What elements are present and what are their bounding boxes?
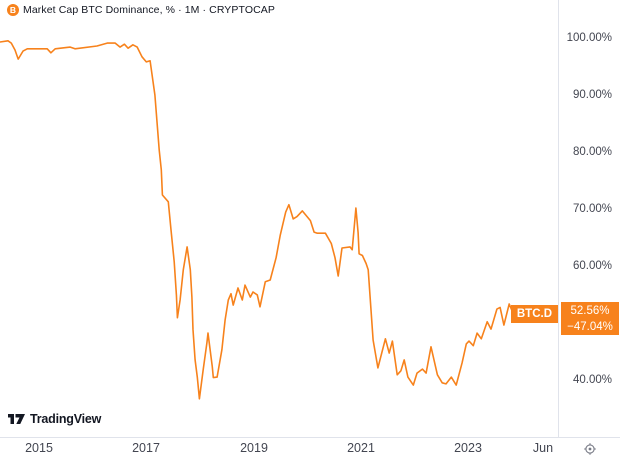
price-scale-border xyxy=(558,0,559,437)
price-label-value: 52.56% xyxy=(570,305,610,317)
time-tick-label: Jun xyxy=(532,441,554,455)
time-tick-label: 2021 xyxy=(347,441,375,455)
time-tick-label: 2017 xyxy=(132,441,160,455)
price-tick-label: 90.00% xyxy=(572,89,612,101)
bitcoin-icon: B xyxy=(7,4,19,16)
price-scale[interactable]: 52.56% −47.04% 100.00% 90.00% 80.00% 70.00%… xyxy=(559,0,620,437)
symbol-title: Market Cap BTC Dominance, % · 1M · CRYPT… xyxy=(23,4,275,16)
scale-settings-corner xyxy=(559,438,620,459)
price-label-value-box: 52.56% −47.04% xyxy=(561,302,619,335)
time-scale[interactable]: 2015 2017 2019 2021 2023 Jun xyxy=(0,438,558,459)
price-tick-label: 60.00% xyxy=(572,260,612,272)
price-tick-label: 40.00% xyxy=(572,374,612,386)
price-tick-label: 80.00% xyxy=(572,146,612,158)
symbol-legend[interactable]: B Market Cap BTC Dominance, % · 1M · CRY… xyxy=(7,4,275,16)
chart-plot-area[interactable]: B Market Cap BTC Dominance, % · 1M · CRY… xyxy=(0,0,558,437)
tradingview-logo-text: TradingView xyxy=(30,412,102,426)
time-tick-label: 2015 xyxy=(25,441,53,455)
time-tick-label: 2019 xyxy=(240,441,268,455)
tradingview-logo[interactable]: TradingView xyxy=(8,412,101,426)
time-tick-label: 2023 xyxy=(454,441,482,455)
price-tick-label: 100.00% xyxy=(566,32,612,44)
price-label-symbol: BTC.D xyxy=(510,305,558,323)
price-label-change: −47.04% xyxy=(567,321,613,333)
price-tick-label: 70.00% xyxy=(572,203,612,215)
gear-icon[interactable] xyxy=(583,442,596,455)
tradingview-logo-icon xyxy=(8,414,25,424)
dominance-line-chart[interactable] xyxy=(0,0,558,437)
time-scale-border xyxy=(0,437,620,438)
btc-dominance-series-line xyxy=(0,39,518,400)
